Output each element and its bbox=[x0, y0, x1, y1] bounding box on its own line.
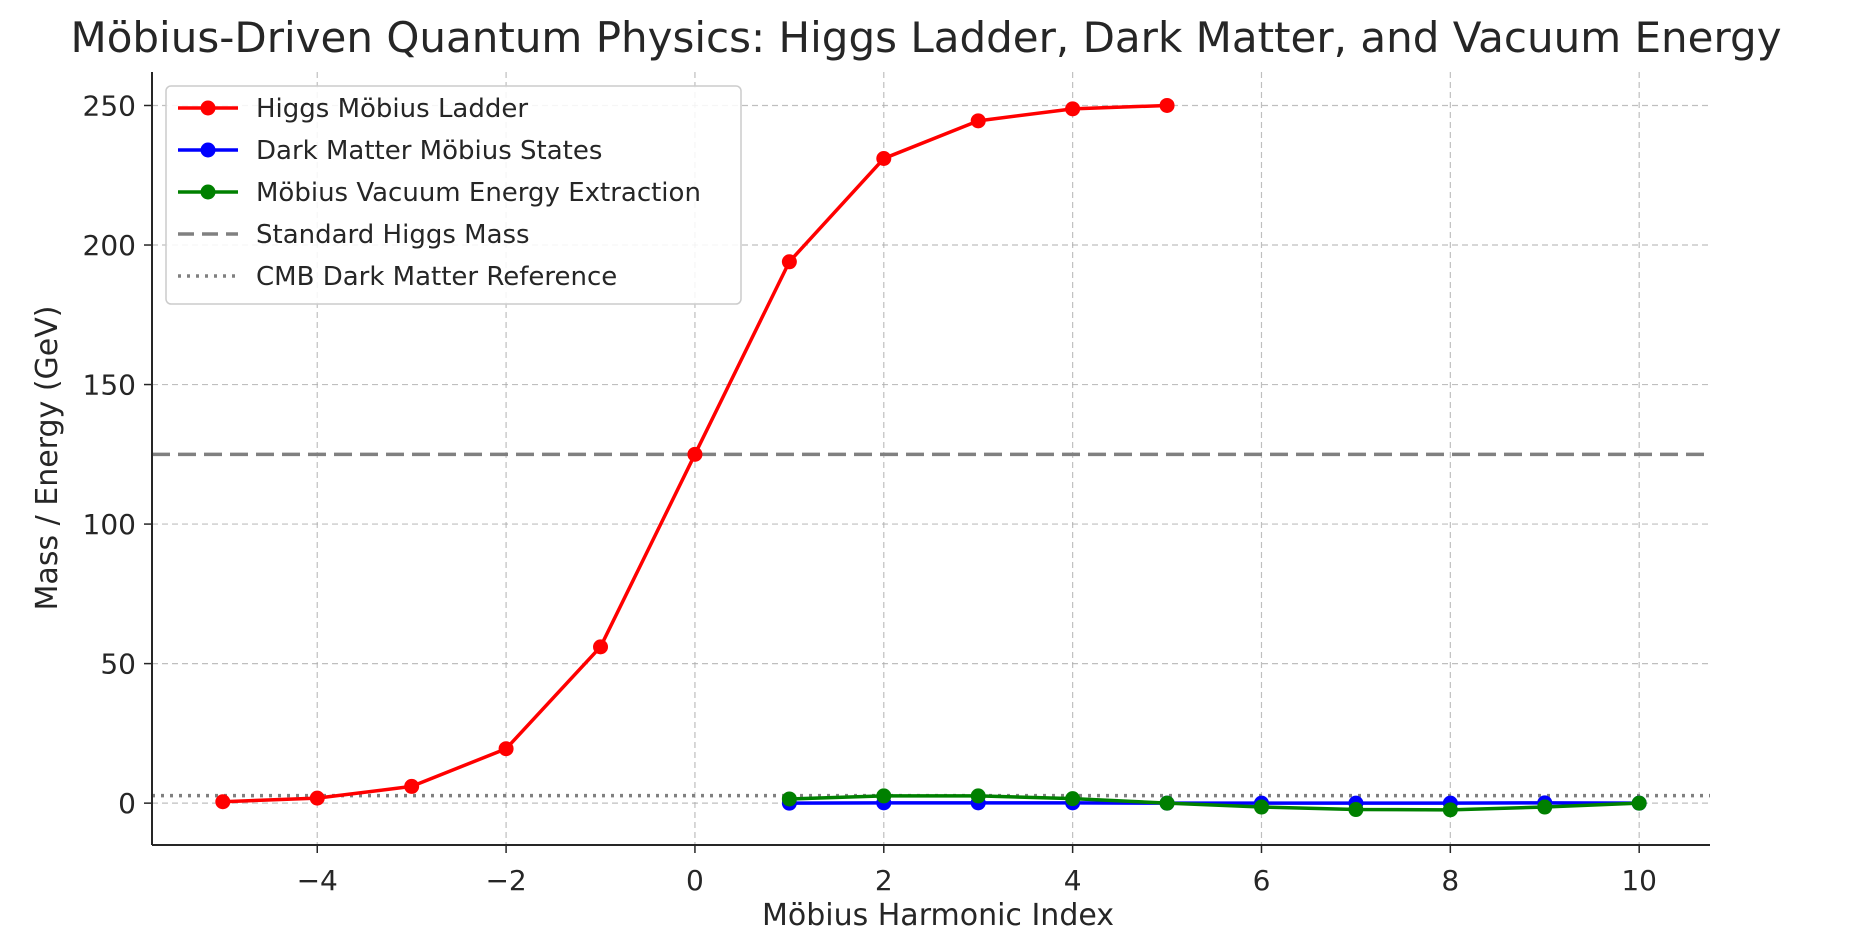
y-tick-label: 100 bbox=[83, 508, 136, 541]
x-axis-label: Möbius Harmonic Index bbox=[762, 898, 1114, 933]
higgs-mobius-ladder-point bbox=[498, 741, 514, 757]
higgs-mobius-ladder-point bbox=[1159, 97, 1175, 113]
legend: Higgs Möbius Ladder Dark Matter Möbius St… bbox=[165, 85, 742, 305]
legend-marker bbox=[200, 184, 216, 200]
mobius-vacuum-energy-extraction-series bbox=[781, 788, 1647, 818]
higgs-mobius-ladder-point bbox=[687, 446, 703, 462]
x-tick-label: 6 bbox=[1253, 864, 1271, 897]
x-tick-label: 2 bbox=[875, 864, 893, 897]
data-series bbox=[215, 97, 1647, 818]
mobius-vacuum-energy-extraction-point bbox=[970, 788, 986, 804]
y-axis-label: Mass / Energy (GeV) bbox=[30, 306, 65, 611]
higgs-mobius-ladder-point bbox=[309, 790, 325, 806]
mobius-vacuum-energy-extraction-point bbox=[1159, 795, 1175, 811]
higgs-mobius-ladder-point bbox=[593, 639, 609, 655]
legend-label: Möbius Vacuum Energy Extraction bbox=[256, 178, 701, 208]
grid bbox=[152, 72, 1710, 845]
mobius-vacuum-energy-extraction-point bbox=[1631, 795, 1647, 811]
legend-label: Higgs Möbius Ladder bbox=[256, 94, 528, 124]
legend-entry-mobius-vacuum-energy-extraction: Möbius Vacuum Energy Extraction bbox=[178, 178, 701, 208]
mobius-vacuum-energy-extraction-point bbox=[781, 791, 797, 807]
higgs-mobius-ladder-point bbox=[215, 794, 231, 810]
x-tick-label: 8 bbox=[1441, 864, 1459, 897]
higgs-mobius-ladder-point bbox=[404, 778, 420, 794]
mobius-vacuum-energy-extraction-point bbox=[1253, 799, 1269, 815]
mobius-vacuum-energy-extraction-point bbox=[1442, 802, 1458, 818]
x-tick-label: −4 bbox=[297, 864, 338, 897]
legend-label: Standard Higgs Mass bbox=[256, 220, 530, 250]
legend-marker bbox=[200, 100, 216, 116]
mobius-vacuum-energy-extraction-line bbox=[789, 794, 1640, 812]
legend-entry-standard-higgs-mass: Standard Higgs Mass bbox=[178, 220, 530, 250]
legend-entry-dark-matter-mobius-states: Dark Matter Möbius States bbox=[178, 136, 602, 166]
y-tick-label: 0 bbox=[118, 787, 136, 820]
axes bbox=[144, 72, 1710, 853]
higgs-mobius-ladder-point bbox=[1065, 101, 1081, 117]
higgs-mobius-ladder-series bbox=[215, 97, 1175, 810]
legend-entry-cmb-dark-matter-reference: CMB Dark Matter Reference bbox=[178, 262, 617, 292]
legend-marker bbox=[200, 142, 216, 158]
legend-label: CMB Dark Matter Reference bbox=[256, 262, 617, 292]
mobius-vacuum-energy-extraction-point bbox=[1348, 802, 1364, 818]
mobius-vacuum-energy-extraction-point bbox=[1065, 791, 1081, 807]
y-tick-label: 150 bbox=[83, 369, 136, 402]
x-tick-label: 10 bbox=[1621, 864, 1657, 897]
x-tick-label: 0 bbox=[686, 864, 704, 897]
higgs-mobius-ladder-point bbox=[781, 254, 797, 270]
legend-label: Dark Matter Möbius States bbox=[256, 136, 602, 166]
legend-frame bbox=[165, 85, 742, 305]
y-tick-label: 200 bbox=[83, 229, 136, 262]
reference-lines bbox=[152, 452, 1710, 798]
mobius-vacuum-energy-extraction-point bbox=[876, 788, 892, 804]
x-tick-label: 4 bbox=[1064, 864, 1082, 897]
higgs-mobius-ladder-point bbox=[876, 151, 892, 167]
y-tick-label: 50 bbox=[100, 648, 136, 681]
chart-title: Möbius-Driven Quantum Physics: Higgs Lad… bbox=[70, 13, 1781, 62]
higgs-mobius-ladder-point bbox=[970, 113, 986, 129]
y-tick-label: 250 bbox=[83, 89, 136, 122]
x-tick-label: −2 bbox=[485, 864, 526, 897]
mobius-vacuum-energy-extraction-point bbox=[1537, 799, 1553, 815]
legend-entry-higgs-mobius-ladder: Higgs Möbius Ladder bbox=[178, 94, 528, 124]
